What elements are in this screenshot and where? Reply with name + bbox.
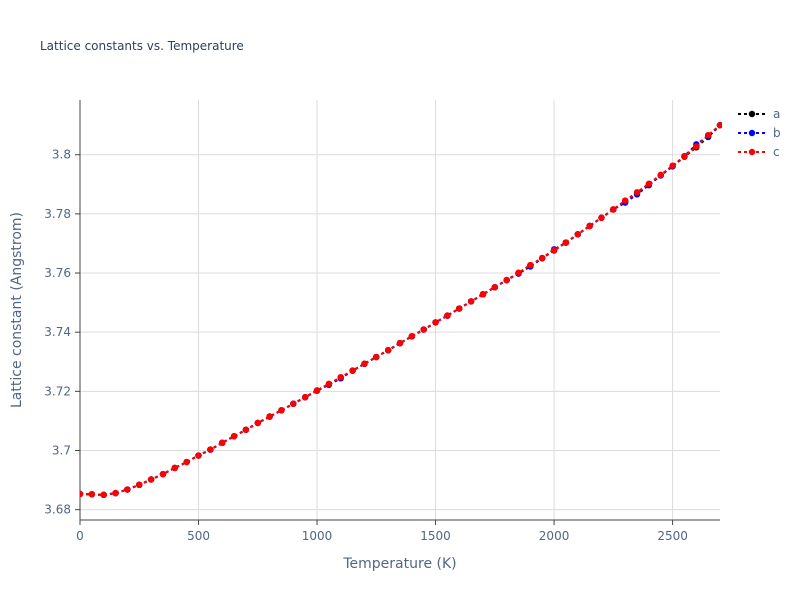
y-tick-label: 3.76 [44, 266, 71, 280]
data-point-c[interactable] [195, 452, 202, 459]
axes [75, 100, 720, 525]
data-point-c[interactable] [183, 458, 190, 466]
data-point-c[interactable] [491, 284, 499, 291]
x-tick-label: 1000 [302, 529, 333, 543]
data-point-c[interactable] [349, 367, 356, 374]
data-point-c[interactable] [230, 433, 238, 440]
data-point-c[interactable] [456, 305, 463, 312]
x-tick-label: 500 [187, 529, 210, 543]
data-point-c[interactable] [562, 239, 570, 246]
series-a-line [80, 124, 721, 496]
data-point-c[interactable] [290, 400, 297, 407]
y-tick-label: 3.74 [44, 325, 71, 339]
data-point-c[interactable] [408, 333, 416, 340]
series-c-line [80, 124, 721, 496]
data-point-c[interactable] [112, 489, 119, 497]
data-point-c[interactable] [301, 394, 309, 401]
data-point-c[interactable] [373, 353, 380, 361]
data-point-c[interactable] [147, 476, 155, 483]
legend-marker-swatch [748, 148, 756, 156]
data-point-c[interactable] [313, 387, 321, 394]
data-point-c[interactable] [337, 373, 344, 381]
data-point-c[interactable] [515, 269, 522, 276]
data-point-c[interactable] [610, 206, 617, 213]
legend-label: c [773, 145, 780, 159]
legend-item-b[interactable]: b [738, 126, 781, 140]
data-point-c[interactable] [467, 298, 475, 305]
data-point-c[interactable] [219, 439, 226, 447]
series-b [80, 121, 722, 499]
series-b-line [80, 124, 721, 496]
legend[interactable]: abc [738, 107, 781, 159]
x-tick-label: 2000 [539, 529, 570, 543]
data-point-c[interactable] [254, 419, 261, 427]
data-point-c[interactable] [527, 261, 534, 269]
data-point-c[interactable] [384, 347, 392, 354]
series-layer [77, 121, 723, 499]
data-point-c[interactable] [136, 481, 143, 489]
data-point-c[interactable] [77, 490, 84, 498]
data-point-c[interactable] [586, 222, 593, 230]
data-point-c[interactable] [621, 197, 629, 204]
data-point-c[interactable] [633, 189, 641, 196]
x-axis-title: Temperature (K) [342, 556, 456, 572]
legend-item-a[interactable]: a [738, 107, 780, 121]
data-point-c[interactable] [539, 254, 546, 262]
y-tick-label: 3.68 [44, 503, 71, 517]
legend-label: a [773, 107, 780, 121]
series-a [80, 121, 722, 499]
y-tick-label: 3.78 [44, 207, 71, 221]
data-point-c[interactable] [124, 486, 131, 493]
data-point-c[interactable] [693, 143, 700, 150]
legend-item-c[interactable]: c [738, 145, 780, 159]
data-point-c[interactable] [266, 413, 273, 420]
data-point-c[interactable] [657, 171, 664, 179]
x-tick-label: 1500 [420, 529, 451, 543]
x-tick-label: 2500 [657, 529, 688, 543]
y-axis-title: Lattice constant (Angstrom) [9, 212, 25, 408]
data-point-c[interactable] [574, 231, 581, 238]
legend-marker-swatch [748, 129, 756, 137]
data-point-c[interactable] [88, 491, 96, 498]
data-point-c[interactable] [645, 180, 653, 187]
data-point-c[interactable] [550, 247, 558, 254]
data-point-c[interactable] [100, 491, 107, 499]
data-point-c[interactable] [681, 153, 688, 160]
data-point-c[interactable] [396, 339, 404, 347]
data-point-c[interactable] [207, 446, 214, 453]
data-point-c[interactable] [704, 131, 712, 139]
x-tick-label: 0 [76, 529, 84, 543]
chart-title: Lattice constants vs. Temperature [40, 39, 244, 53]
legend-marker-swatch [748, 110, 756, 118]
gridlines [80, 100, 720, 520]
data-point-c[interactable] [598, 214, 605, 221]
data-point-c[interactable] [325, 380, 333, 388]
data-point-c[interactable] [159, 470, 167, 478]
y-tick-label: 3.8 [52, 148, 71, 162]
data-point-c[interactable] [171, 464, 179, 472]
data-point-c[interactable] [432, 319, 439, 326]
y-tick-label: 3.7 [52, 443, 71, 457]
data-point-c[interactable] [716, 121, 723, 129]
data-point-c[interactable] [361, 360, 368, 368]
data-point-c[interactable] [479, 291, 487, 298]
data-point-c[interactable] [444, 312, 451, 319]
series-c [77, 121, 723, 499]
data-point-c[interactable] [242, 426, 250, 433]
data-point-c[interactable] [420, 326, 427, 333]
data-point-c[interactable] [503, 276, 510, 284]
y-tick-label: 3.72 [44, 384, 71, 398]
data-point-c[interactable] [278, 407, 285, 414]
tick-labels: 0 500 1000 1500 2000 2500 3.68 3.7 3.72 3.74 3.76 3… [44, 148, 688, 543]
data-point-c[interactable] [669, 162, 676, 169]
legend-label: b [773, 126, 781, 140]
